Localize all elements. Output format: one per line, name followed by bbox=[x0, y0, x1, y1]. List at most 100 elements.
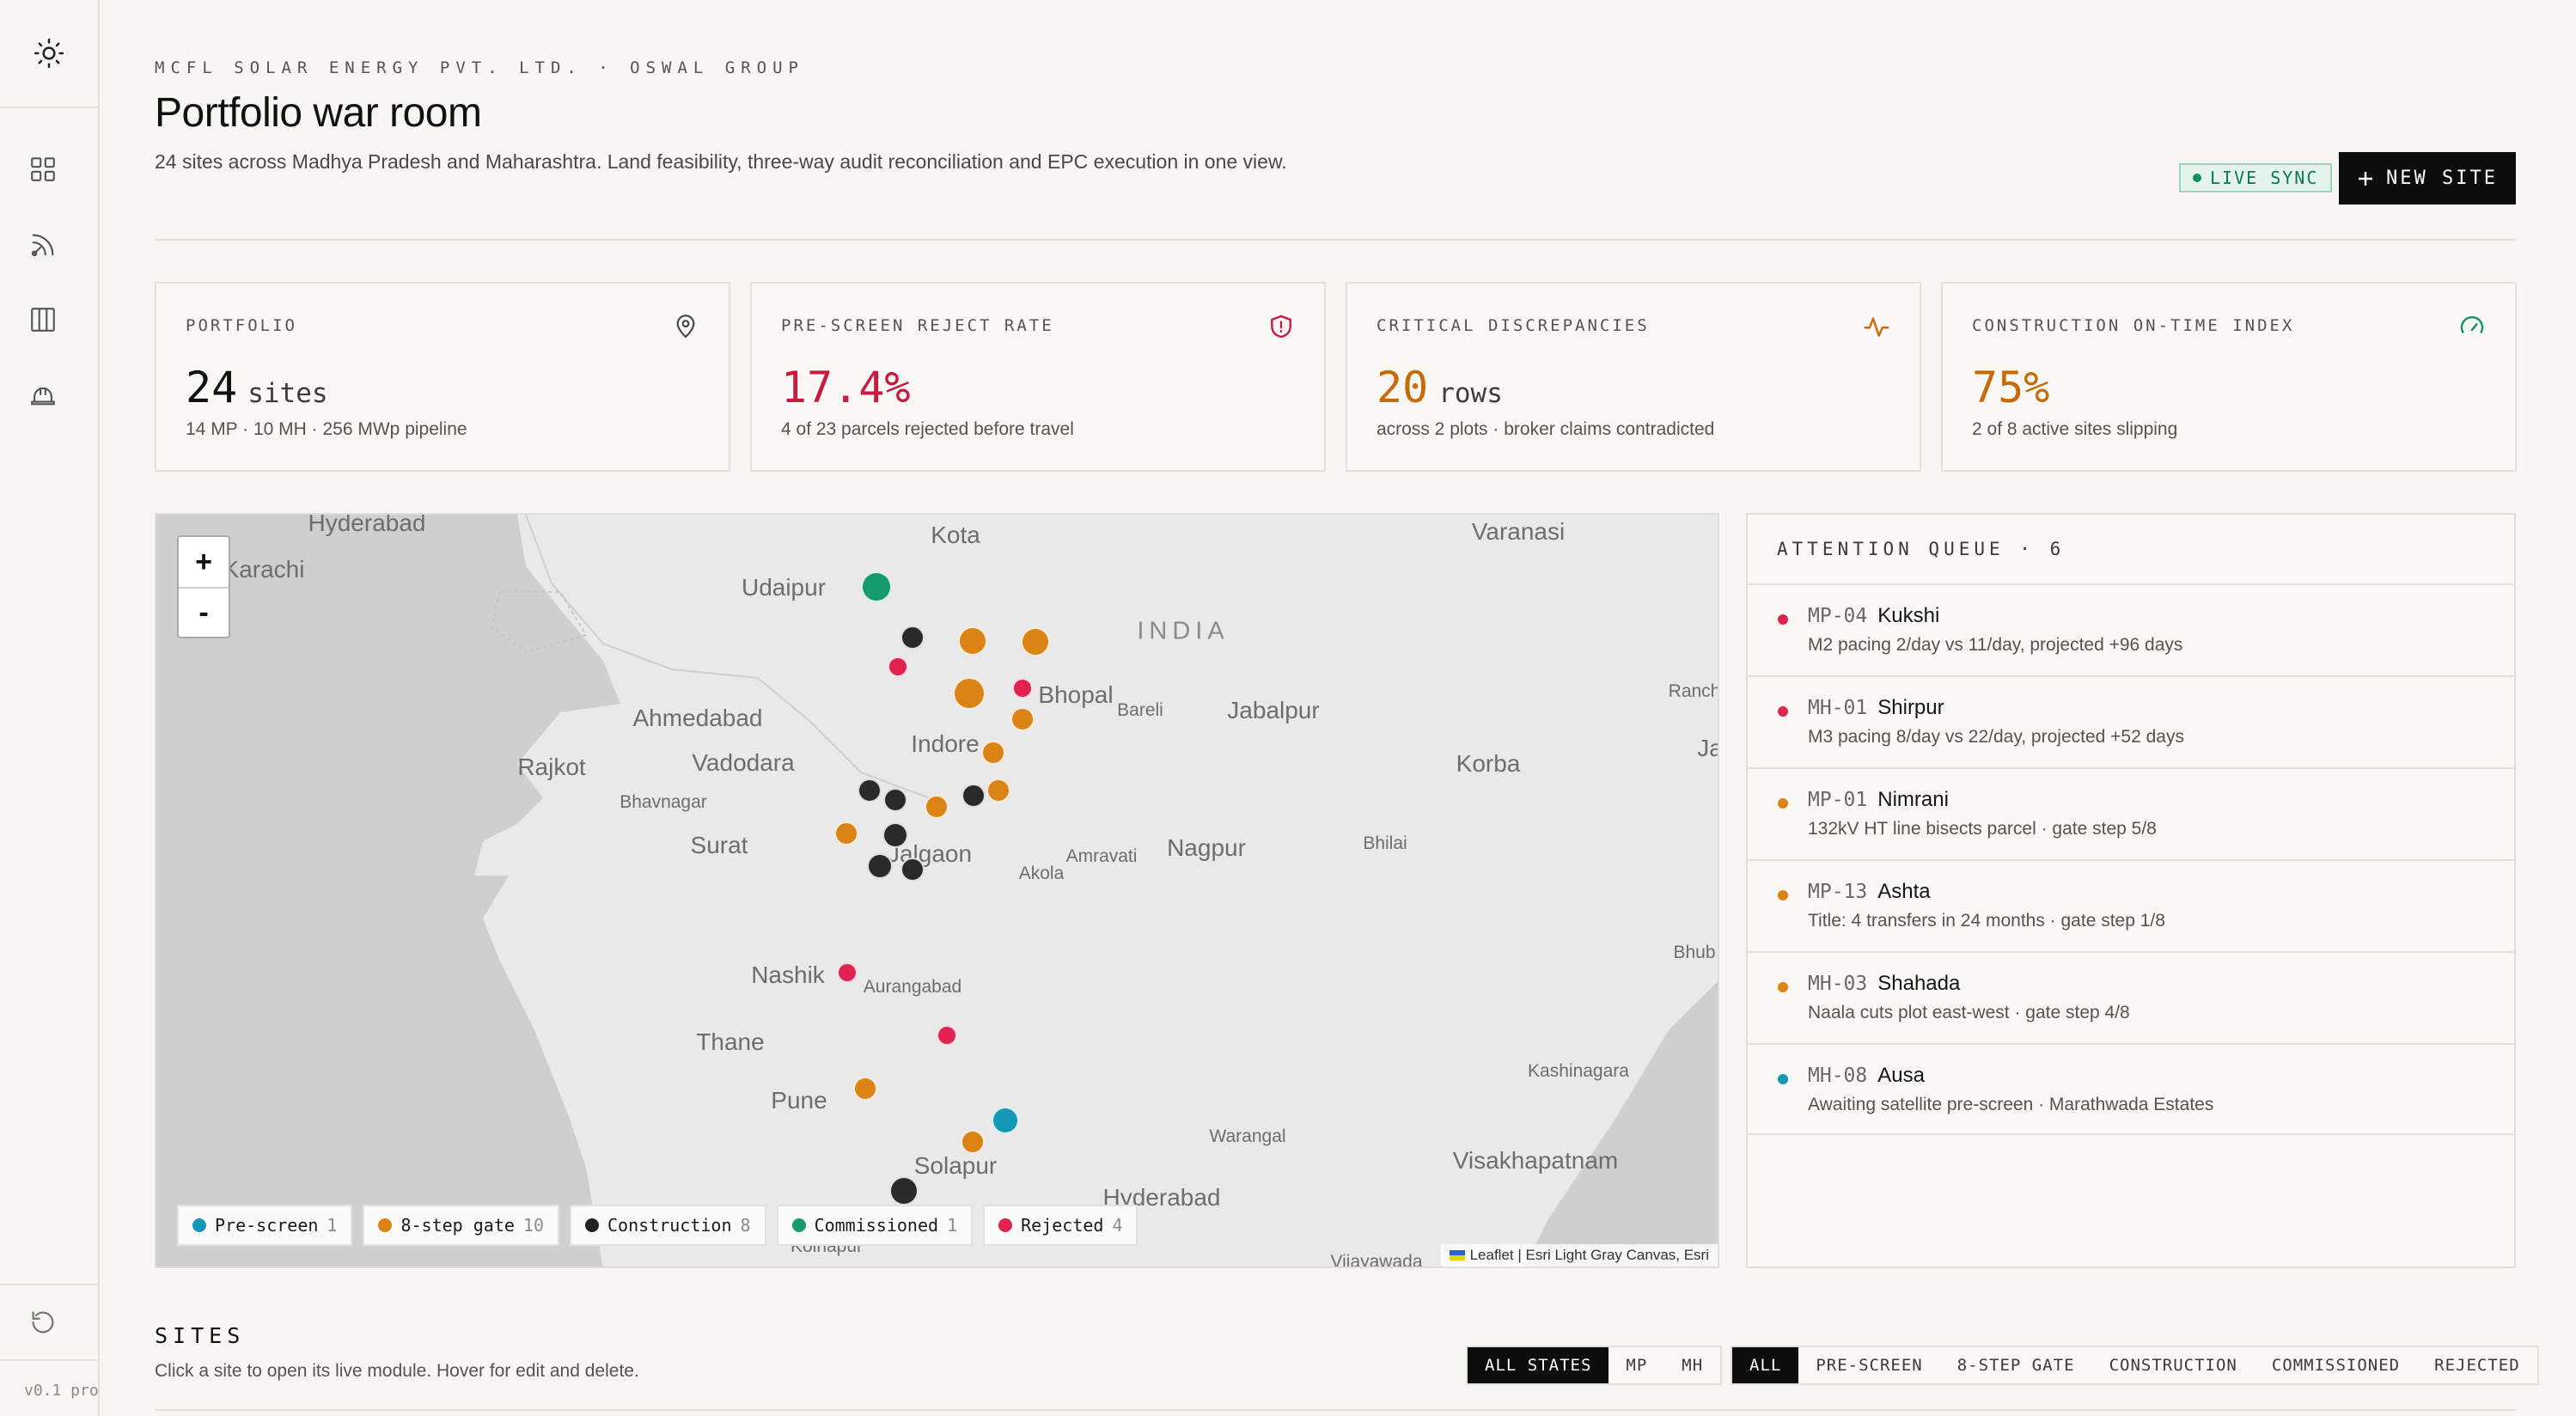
kpi-value: 17.4% bbox=[781, 363, 911, 412]
satellite-icon bbox=[31, 234, 54, 257]
site-code: MH-03 Shahada bbox=[1808, 972, 1960, 996]
site-pin-gate[interactable] bbox=[1021, 627, 1050, 656]
legend-gate[interactable]: 8-step gate 10 bbox=[363, 1205, 560, 1246]
site-code: MP-01 Nimrani bbox=[1808, 788, 1949, 812]
legend-dot bbox=[192, 1218, 206, 1232]
site-pin-gate[interactable] bbox=[958, 626, 987, 656]
legend-count: 8 bbox=[740, 1215, 751, 1236]
site-pin-construction[interactable] bbox=[900, 626, 925, 650]
site-code-text: MP-01 bbox=[1808, 789, 1868, 811]
legend-construction[interactable]: Construction 8 bbox=[570, 1205, 766, 1246]
shield-alert-icon bbox=[1271, 314, 1291, 339]
site-pin-commissioned[interactable] bbox=[861, 571, 892, 602]
nav-construction[interactable] bbox=[25, 376, 61, 412]
map-attribution[interactable]: Leaflet | Esri Light Gray Canvas, Esri bbox=[1440, 1244, 1718, 1266]
city-label: Kota bbox=[931, 522, 980, 548]
legend-prescreen[interactable]: Pre-screen 1 bbox=[177, 1205, 353, 1246]
live-dot-icon bbox=[2193, 174, 2201, 182]
legend-dot bbox=[998, 1218, 1013, 1232]
legend-commissioned[interactable]: Commissioned 1 bbox=[776, 1205, 974, 1246]
new-site-button[interactable]: NEW SITE bbox=[2339, 152, 2516, 204]
attribution-text: Leaflet | Esri Light Gray Canvas, Esri bbox=[1469, 1247, 1709, 1263]
site-pin-gate[interactable] bbox=[853, 1077, 877, 1101]
filter-gate[interactable]: 8-STEP GATE bbox=[1956, 1356, 2075, 1375]
site-pin-rejected[interactable] bbox=[937, 1025, 957, 1046]
queue-item[interactable]: MP-13 Ashta Title: 4 transfers in 24 mont… bbox=[1748, 859, 2514, 951]
site-pin-rejected[interactable] bbox=[837, 962, 858, 983]
sidebar-divider bbox=[0, 1284, 98, 1285]
kpi-value: 75% bbox=[1972, 363, 2049, 412]
city-label: Rajkot bbox=[517, 754, 586, 780]
kpi-value: 24 sites bbox=[186, 363, 328, 412]
filter-rejected[interactable]: REJECTED bbox=[2434, 1356, 2520, 1375]
site-pin-rejected[interactable] bbox=[1012, 678, 1033, 699]
filter-prescreen[interactable]: PRE-SCREEN bbox=[1816, 1356, 1923, 1375]
site-pin-construction[interactable] bbox=[867, 853, 893, 879]
map-pin-icon bbox=[676, 314, 695, 339]
site-pin-construction[interactable] bbox=[882, 822, 908, 848]
filter-all-states[interactable]: ALL STATES bbox=[1468, 1347, 1609, 1383]
zoom-control: + - bbox=[177, 535, 230, 638]
kpi-discrepancies: CRITICAL DISCREPANCIES 20 rows across 2 p… bbox=[1346, 282, 1921, 472]
kpi-label: CONSTRUCTION ON-TIME INDEX bbox=[1972, 316, 2295, 335]
nav-columns[interactable] bbox=[25, 302, 61, 338]
site-pin-gate[interactable] bbox=[953, 677, 986, 710]
site-code-text: MH-03 bbox=[1808, 973, 1868, 995]
site-pin-gate[interactable] bbox=[961, 1130, 985, 1154]
city-label: Warangal bbox=[1209, 1126, 1286, 1146]
filter-mh[interactable]: MH bbox=[1682, 1356, 1704, 1375]
site-name: Kukshi bbox=[1877, 604, 1940, 627]
header-divider bbox=[155, 239, 2516, 241]
kpi-number: 17.4% bbox=[781, 363, 911, 412]
site-pin-prescreen[interactable] bbox=[992, 1107, 1019, 1134]
site-issue: M2 pacing 2/day vs 11/day, projected +96… bbox=[1808, 635, 2183, 655]
site-pin-construction[interactable] bbox=[961, 784, 986, 808]
site-pin-construction[interactable] bbox=[858, 778, 882, 803]
site-pin-construction[interactable] bbox=[900, 858, 925, 882]
city-label: Pune bbox=[771, 1087, 827, 1114]
logo[interactable] bbox=[0, 0, 98, 108]
map-basemap bbox=[156, 515, 1718, 1266]
site-pin-construction[interactable] bbox=[883, 788, 907, 812]
filter-mp[interactable]: MP bbox=[1626, 1356, 1648, 1375]
queue-item[interactable]: MH-03 Shahada Naala cuts plot east-west ·… bbox=[1748, 951, 2514, 1043]
filter-all[interactable]: ALL bbox=[1732, 1347, 1799, 1383]
company-eyebrow: MCFL SOLAR ENERGY PVT. LTD. · OSWAL GROU… bbox=[155, 58, 804, 77]
sites-title: SITES bbox=[155, 1323, 246, 1348]
site-pin-construction[interactable] bbox=[889, 1176, 919, 1205]
legend-label: Pre-screen bbox=[215, 1215, 319, 1236]
site-code-text: MP-13 bbox=[1808, 881, 1868, 903]
site-pin-gate[interactable] bbox=[986, 778, 1010, 803]
site-pin-rejected[interactable] bbox=[888, 656, 908, 677]
filter-construction[interactable]: CONSTRUCTION bbox=[2109, 1356, 2237, 1375]
site-pin-gate[interactable] bbox=[925, 795, 949, 819]
legend-rejected[interactable]: Rejected 4 bbox=[983, 1205, 1138, 1246]
queue-list: MP-04 Kukshi M2 pacing 2/day vs 11/day, p… bbox=[1748, 583, 2514, 1135]
site-pin-gate[interactable] bbox=[1010, 707, 1035, 731]
queue-item[interactable]: MH-01 Shirpur M3 pacing 8/day vs 22/day, … bbox=[1748, 675, 2514, 767]
zoom-in-button[interactable]: + bbox=[195, 545, 212, 578]
filter-commissioned[interactable]: COMMISSIONED bbox=[2271, 1356, 2401, 1375]
flag-icon bbox=[1449, 1250, 1465, 1260]
site-code: MP-04 Kukshi bbox=[1808, 604, 1939, 628]
city-label: Karachi bbox=[223, 556, 305, 583]
zoom-out-button[interactable]: - bbox=[179, 587, 229, 637]
queue-title: ATTENTION QUEUE · 6 bbox=[1777, 539, 2066, 559]
legend-count: 10 bbox=[522, 1215, 545, 1236]
city-label: Jabalpur bbox=[1227, 697, 1320, 723]
site-pin-gate[interactable] bbox=[981, 741, 1005, 765]
nav-refresh[interactable] bbox=[25, 1304, 61, 1340]
legend-count: 1 bbox=[947, 1215, 958, 1236]
page-title: Portfolio war room bbox=[155, 90, 482, 136]
queue-item[interactable]: MP-04 Kukshi M2 pacing 2/day vs 11/day, p… bbox=[1748, 583, 2514, 675]
queue-item[interactable]: MP-01 Nimrani 132kV HT line bisects parce… bbox=[1748, 767, 2514, 859]
site-code: MH-01 Shirpur bbox=[1808, 696, 1944, 720]
nav-dashboard[interactable] bbox=[25, 151, 61, 187]
city-label: Ahmedabad bbox=[632, 705, 763, 731]
portfolio-map[interactable]: Hyderabad Karachi Kota Udaipur Varanasi INDIA… bbox=[155, 513, 1719, 1268]
city-label: Akola bbox=[1018, 864, 1065, 883]
site-pin-gate[interactable] bbox=[834, 821, 858, 845]
queue-item[interactable]: MH-08 Ausa Awaiting satellite pre-screen … bbox=[1748, 1043, 2514, 1135]
nav-satellite[interactable] bbox=[25, 227, 61, 263]
site-issue: Title: 4 transfers in 24 months · gate s… bbox=[1808, 911, 2165, 931]
